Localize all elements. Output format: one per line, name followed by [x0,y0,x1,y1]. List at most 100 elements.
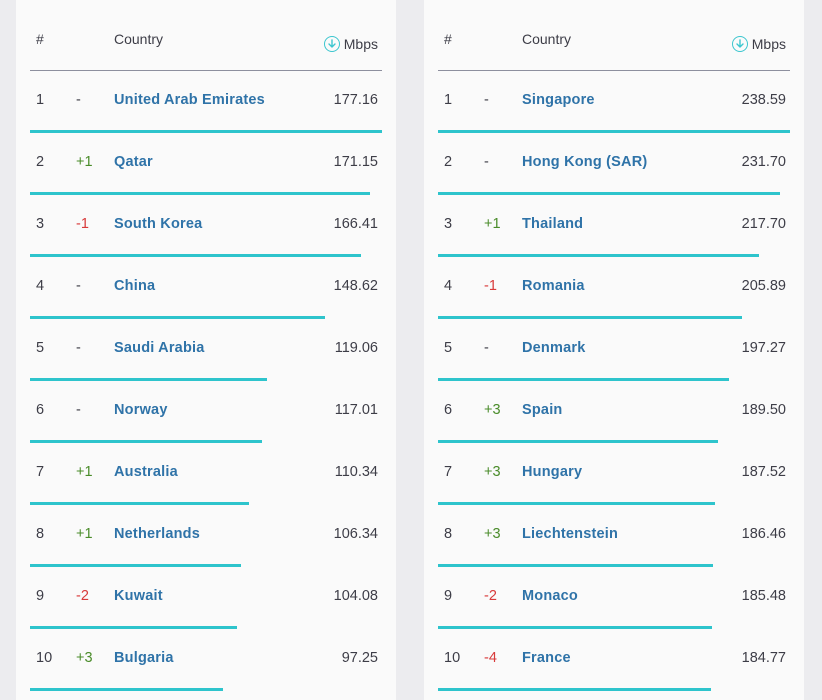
speed-value: 217.70 [741,216,786,232]
rank-change: - [76,340,81,356]
rank-number: 7 [444,464,453,480]
speed-value: 97.25 [341,650,378,666]
speed-value: 177.16 [333,92,378,108]
country-link[interactable]: China [114,278,156,294]
country-link[interactable]: Bulgaria [114,650,174,666]
table-row: 3 +1 Thailand 217.70 [438,195,790,257]
table-row: 4 - China 148.62 [30,257,382,319]
rank-change: +3 [484,526,501,542]
speed-bar [438,378,729,381]
rank-number: 10 [36,650,53,666]
country-link[interactable]: France [522,650,571,666]
country-link[interactable]: Romania [522,278,585,294]
table-row: 6 - Norway 117.01 [30,381,382,443]
speed-bar [438,192,780,195]
rank-change: -1 [76,216,89,232]
speed-bar [438,564,713,567]
country-link[interactable]: Denmark [522,340,586,356]
speed-value: 184.77 [741,650,786,666]
rank-column-header: # [444,31,452,47]
rank-number: 3 [36,216,45,232]
table-row: 8 +3 Liechtenstein 186.46 [438,505,790,567]
speed-value: 187.52 [741,464,786,480]
table-row: 9 -2 Monaco 185.48 [438,567,790,629]
speed-value: 148.62 [333,278,378,294]
country-link[interactable]: Hungary [522,464,583,480]
speed-bar [30,254,361,257]
speed-value: 185.48 [741,588,786,604]
mbps-column-header: Mbps [731,36,786,52]
rank-change: -2 [484,588,497,604]
rank-number: 6 [36,402,45,418]
country-link[interactable]: Norway [114,402,168,418]
table-row: 7 +3 Hungary 187.52 [438,443,790,505]
rank-change: +1 [484,216,501,232]
rank-number: 10 [444,650,461,666]
country-link[interactable]: Qatar [114,154,153,170]
speed-value: 106.34 [333,526,378,542]
country-link[interactable]: Kuwait [114,588,163,604]
speed-bar [438,254,759,257]
country-link[interactable]: Netherlands [114,526,200,542]
country-link[interactable]: South Korea [114,216,203,232]
rank-change: - [76,278,81,294]
rank-number: 2 [444,154,453,170]
speed-value: 119.06 [334,340,378,356]
rank-number: 8 [444,526,453,542]
table-row: 1 - United Arab Emirates 177.16 [30,71,382,133]
speed-value: 205.89 [741,278,786,294]
country-link[interactable]: Saudi Arabia [114,340,205,356]
table-row: 10 -4 France 184.77 [438,629,790,691]
download-circle-icon [731,36,748,52]
mbps-column-header: Mbps [323,36,378,52]
rank-number: 4 [36,278,45,294]
rank-change: - [76,92,81,108]
speed-bar [30,626,237,629]
table-row: 2 - Hong Kong (SAR) 231.70 [438,133,790,195]
table-row: 1 - Singapore 238.59 [438,71,790,133]
country-link[interactable]: Hong Kong (SAR) [522,154,648,170]
country-column-header: Country [522,31,572,47]
rank-number: 5 [36,340,45,356]
table-row: 7 +1 Australia 110.34 [30,443,382,505]
country-link[interactable]: Thailand [522,216,584,232]
country-link[interactable]: United Arab Emirates [114,92,265,108]
table-row: 8 +1 Netherlands 106.34 [30,505,382,567]
rank-change: - [484,154,489,170]
country-link[interactable]: Liechtenstein [522,526,619,542]
speed-bar [30,440,262,443]
speed-value: 186.46 [741,526,786,542]
country-link[interactable]: Monaco [522,588,578,604]
rank-number: 6 [444,402,453,418]
speed-value: 166.41 [333,216,378,232]
speed-value: 238.59 [741,92,786,108]
speed-value: 104.08 [333,588,378,604]
country-link[interactable]: Singapore [522,92,595,108]
table-row: 4 -1 Romania 205.89 [438,257,790,319]
mbps-label: Mbps [343,36,378,52]
country-link[interactable]: Australia [114,464,178,480]
country-link[interactable]: Spain [522,402,563,418]
table-row: 3 -1 South Korea 166.41 [30,195,382,257]
rank-change: - [484,92,489,108]
speed-bar [438,626,712,629]
table-row: 9 -2 Kuwait 104.08 [30,567,382,629]
speed-bar [30,688,223,691]
table-row: 2 +1 Qatar 171.15 [30,133,382,195]
fixed-broadband-panel: # Country Mbps 1 - United Arab Emirates 177… [16,0,396,700]
speed-bar [438,440,718,443]
rank-number: 5 [444,340,453,356]
rank-change: +1 [76,526,93,542]
table-row: 5 - Denmark 197.27 [438,319,790,381]
rank-number: 4 [444,278,453,294]
rank-change: +1 [76,464,93,480]
rank-number: 2 [36,154,45,170]
rank-number: 1 [36,92,45,108]
rank-change: -2 [76,588,89,604]
speed-bar [438,688,711,691]
speed-bar [30,192,370,195]
rank-number: 1 [444,92,453,108]
table-row: 10 +3 Bulgaria 97.25 [30,629,382,691]
speed-bar [438,502,715,505]
speed-bar [30,378,267,381]
